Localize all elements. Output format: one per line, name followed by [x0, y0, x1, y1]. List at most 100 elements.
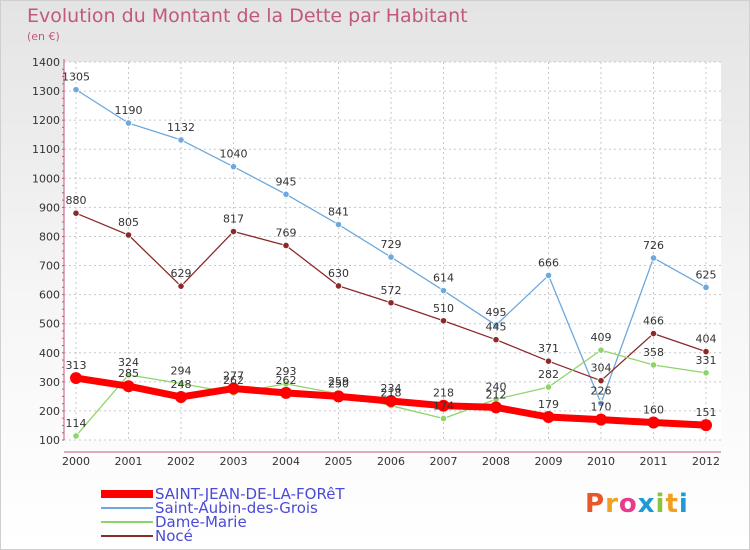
data-label: 841 [328, 206, 349, 219]
y-tick-label: 1300 [32, 85, 60, 98]
data-point [229, 163, 238, 171]
data-point [647, 416, 660, 429]
data-label: 174 [433, 399, 454, 412]
data-label: 666 [538, 256, 559, 269]
data-point [177, 379, 185, 388]
data-label: 625 [696, 268, 717, 281]
y-tick-label: 600 [39, 289, 60, 302]
legend-swatch [101, 507, 153, 509]
x-tick-label: 2001 [115, 455, 143, 468]
data-label: 1305 [62, 71, 90, 84]
data-point [544, 357, 553, 365]
x-tick-label: 2007 [430, 455, 458, 468]
data-label: 409 [591, 331, 612, 344]
y-tick-label: 700 [39, 260, 60, 273]
logo-letter: x [637, 489, 656, 519]
data-point [439, 317, 448, 325]
data-point [597, 346, 605, 354]
data-label: 313 [66, 359, 87, 372]
y-tick-label: 1400 [32, 56, 60, 69]
x-tick-label: 2000 [62, 455, 90, 468]
legend-swatch [101, 490, 153, 498]
data-point [385, 395, 397, 408]
data-label: 371 [538, 342, 559, 355]
data-label: 226 [591, 384, 612, 397]
x-tick-label: 2005 [325, 455, 353, 468]
logo-letter: i [655, 489, 666, 519]
data-label: 880 [66, 194, 87, 207]
data-label: 248 [171, 378, 192, 391]
data-point [490, 401, 502, 414]
data-label: 630 [328, 267, 349, 280]
y-tick-label: 500 [39, 318, 60, 331]
data-label: 212 [486, 388, 507, 401]
chart-title: Evolution du Montant de la Dette par Hab… [27, 5, 468, 27]
data-point [649, 254, 658, 262]
x-tick-label: 2010 [587, 455, 615, 468]
data-label: 629 [171, 267, 192, 280]
data-point [544, 271, 553, 280]
data-label: 160 [643, 404, 664, 417]
data-label: 769 [276, 226, 297, 239]
y-tick-label: 1100 [32, 143, 60, 156]
data-point [229, 227, 238, 236]
data-label: 510 [433, 302, 454, 315]
y-tick-label: 400 [39, 347, 60, 360]
y-tick-label: 900 [39, 201, 60, 214]
y-tick-label: 300 [39, 376, 60, 389]
logo-letter: o [618, 489, 638, 519]
data-label: 445 [486, 321, 507, 334]
data-point [702, 283, 710, 291]
data-label: 170 [591, 401, 612, 414]
legend-label: Saint-Aubin-des-Grois [155, 499, 318, 517]
data-point [177, 136, 185, 144]
data-point [492, 336, 500, 344]
x-tick-label: 2004 [272, 455, 300, 468]
data-point [282, 190, 290, 198]
data-label: 1040 [220, 148, 248, 161]
data-label: 1132 [167, 121, 195, 134]
legend-label: SAINT-JEAN-DE-LA-FORêT [155, 485, 345, 503]
data-label: 358 [643, 346, 664, 359]
legend-label: Nocé [155, 527, 193, 545]
data-point [597, 377, 605, 385]
data-point [282, 241, 290, 250]
x-tick-label: 2009 [535, 455, 563, 468]
data-label: 495 [486, 306, 507, 319]
data-point [387, 253, 395, 261]
data-label: 466 [643, 315, 664, 328]
plot-area [64, 62, 721, 440]
data-point [227, 382, 240, 395]
data-point [439, 414, 448, 423]
data-point [124, 231, 133, 239]
data-label: 114 [66, 417, 87, 430]
data-label: 262 [223, 374, 244, 387]
data-label: 817 [223, 213, 244, 226]
data-label: 945 [276, 175, 297, 188]
logo-letter: i [678, 489, 689, 519]
data-label: 572 [381, 284, 402, 297]
legend-label: Dame-Marie [155, 513, 247, 531]
data-label: 331 [696, 354, 717, 367]
y-tick-label: 800 [39, 230, 60, 243]
data-label: 282 [538, 368, 559, 381]
data-label: 304 [591, 362, 612, 375]
y-tick-label: 100 [39, 434, 60, 447]
data-point [334, 220, 343, 229]
data-point [544, 383, 553, 391]
data-point [124, 371, 133, 379]
x-tick-label: 2008 [482, 455, 510, 468]
data-point [280, 386, 292, 399]
data-label: 234 [381, 382, 402, 395]
y-tick-label: 200 [39, 405, 60, 418]
data-point [649, 329, 658, 338]
data-point [124, 119, 133, 127]
chart-subtitle: (en €) [27, 30, 60, 43]
data-point [437, 399, 450, 412]
x-tick-label: 2003 [220, 455, 248, 468]
data-label: 293 [276, 365, 297, 378]
data-label: 277 [223, 370, 244, 383]
legend-swatch [101, 521, 153, 523]
